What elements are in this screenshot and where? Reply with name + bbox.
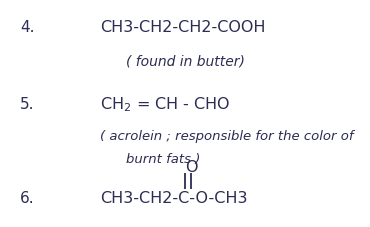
- Text: CH3-CH2-C-O-CH3: CH3-CH2-C-O-CH3: [100, 190, 248, 205]
- Text: 5.: 5.: [20, 97, 35, 112]
- Text: 4.: 4.: [20, 20, 35, 35]
- Text: CH$_2$ = CH - CHO: CH$_2$ = CH - CHO: [100, 95, 231, 114]
- Text: 6.: 6.: [20, 190, 35, 205]
- Text: ( acrolein ; responsible for the color of: ( acrolein ; responsible for the color o…: [100, 130, 353, 143]
- Text: CH3-CH2-CH2-COOH: CH3-CH2-CH2-COOH: [100, 20, 265, 35]
- Text: O: O: [185, 159, 198, 174]
- Text: ( found in butter): ( found in butter): [125, 54, 245, 68]
- Text: burnt fats ): burnt fats ): [125, 152, 200, 165]
